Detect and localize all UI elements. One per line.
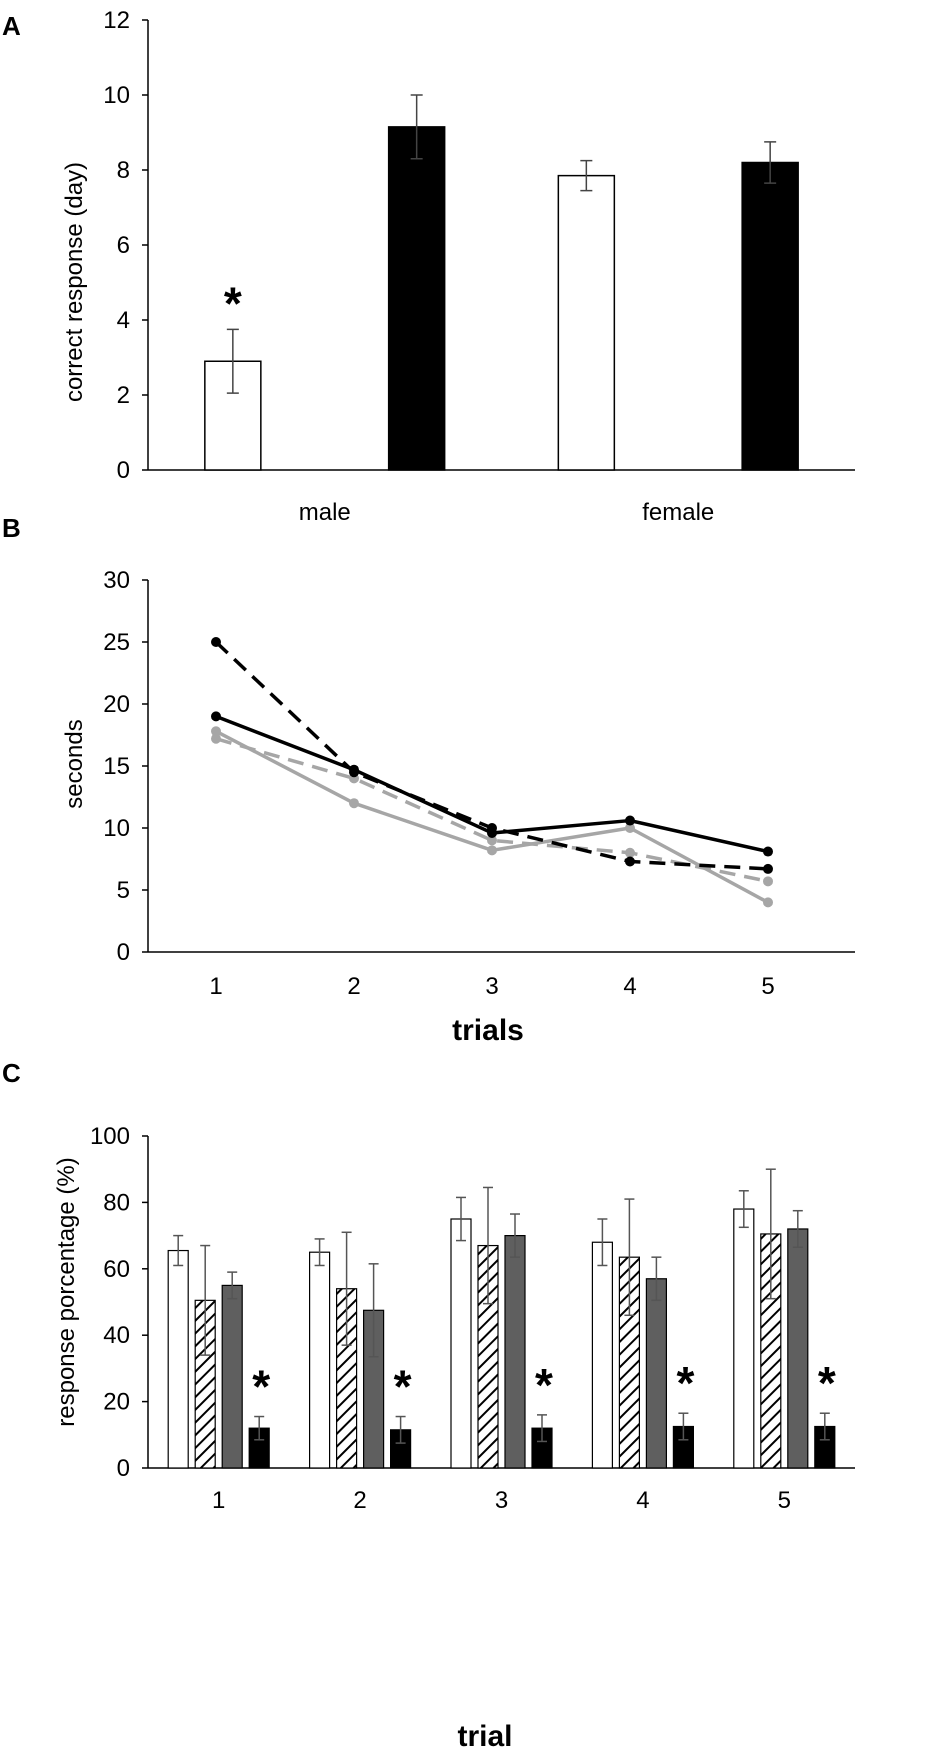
y-tick-label: 4 — [117, 307, 130, 334]
bar-gray — [787, 1228, 809, 1469]
series-line-gray-dashed — [215, 737, 769, 884]
data-point-gray-dashed — [487, 835, 497, 846]
data-point-black-solid — [487, 827, 497, 838]
y-tick-label: 10 — [103, 815, 130, 842]
y-tick-label: 12 — [103, 7, 130, 34]
y-tick-label: 15 — [103, 753, 130, 780]
data-point-gray-solid — [349, 798, 359, 809]
data-point-gray-dashed — [625, 847, 635, 858]
x-category-label: 5 — [778, 1487, 791, 1514]
x-tick-label: 3 — [485, 973, 498, 1000]
bar-white — [167, 1249, 189, 1469]
y-tick-label: 25 — [103, 629, 130, 656]
panel-b-ylabel: seconds — [61, 719, 88, 808]
y-tick-label: 80 — [103, 1189, 130, 1216]
data-point-gray-dashed — [211, 733, 221, 744]
data-point-black-dashed — [211, 637, 221, 647]
data-point-black-solid — [211, 711, 221, 722]
y-tick-label: 10 — [103, 82, 130, 109]
panel-c-marks: * * * * * — [167, 1168, 836, 1469]
data-point-gray-solid — [625, 823, 635, 833]
bar-white — [450, 1218, 472, 1469]
y-tick-label: 20 — [103, 1389, 130, 1416]
panel-b-marks — [211, 637, 773, 908]
y-tick-label: 8 — [117, 157, 130, 184]
panel-b-axes: 0 5 10 15 20 25 30 1 2 3 4 5 — [103, 567, 855, 1000]
y-tick-label: 100 — [90, 1123, 130, 1150]
series-line-gray-solid — [215, 729, 769, 904]
panel-b-xlabel: trials — [452, 1014, 524, 1047]
bar-white — [309, 1251, 331, 1469]
significance-star: * — [818, 1357, 836, 1409]
bar-white — [733, 1208, 755, 1469]
data-point-gray-dashed — [763, 876, 773, 887]
bar-black — [741, 161, 799, 471]
y-tick-label: 40 — [103, 1322, 130, 1349]
panel-c-letter: C — [2, 1058, 21, 1088]
bar-gray — [221, 1284, 243, 1469]
data-point-black-solid — [763, 846, 773, 857]
data-point-black-dashed — [763, 863, 773, 874]
panel-c-ylabel: response porcentage (%) — [53, 1157, 80, 1426]
bar-gray — [504, 1234, 526, 1469]
panel-c: C response porcentage (%) trial 0 20 40 60 8… — [2, 1058, 855, 1753]
panel-a-marks: * — [204, 94, 799, 471]
x-category-label: 4 — [636, 1487, 649, 1514]
bar-gray — [645, 1278, 668, 1469]
bar-white — [557, 174, 616, 471]
data-point-gray-solid — [211, 726, 221, 737]
panel-b-letter: B — [2, 513, 21, 543]
bar-black — [387, 126, 446, 471]
panel-a: A correct response (day) 0 2 4 6 8 10 12 male fe… — [2, 7, 855, 526]
x-category-label: 2 — [353, 1487, 366, 1514]
panel-a-letter: A — [2, 11, 21, 41]
y-tick-label: 0 — [117, 939, 130, 966]
panel-a-axes: 0 2 4 6 8 10 12 male female — [103, 7, 855, 526]
bar-white — [591, 1241, 614, 1469]
y-tick-label: 5 — [117, 877, 130, 904]
y-tick-label: 0 — [117, 457, 130, 484]
panel-c-xlabel: trial — [457, 1720, 512, 1753]
x-tick-label: 5 — [761, 973, 774, 1000]
significance-star: * — [224, 277, 242, 329]
x-category-label: female — [642, 499, 714, 526]
x-tick-label: 2 — [347, 973, 360, 1000]
x-category-label: male — [299, 499, 351, 526]
panel-a-ylabel: correct response (day) — [61, 162, 88, 402]
data-point-gray-solid — [487, 845, 497, 856]
y-tick-label: 0 — [117, 1455, 130, 1482]
panel-b: B seconds trials 0 5 10 15 20 25 30 1 2 3 4 5 — [2, 513, 855, 1047]
y-tick-label: 30 — [103, 567, 130, 594]
x-category-label: 3 — [495, 1487, 508, 1514]
y-tick-label: 20 — [103, 691, 130, 718]
data-point-black-solid — [625, 815, 635, 826]
x-tick-label: 1 — [209, 973, 222, 1000]
significance-star: * — [252, 1361, 270, 1413]
data-point-black-solid — [349, 764, 359, 775]
significance-star: * — [676, 1357, 694, 1409]
data-point-gray-solid — [763, 897, 773, 908]
y-tick-label: 60 — [103, 1256, 130, 1283]
y-tick-label: 2 — [117, 382, 130, 409]
x-tick-label: 4 — [623, 973, 636, 1000]
y-tick-label: 6 — [117, 232, 130, 259]
x-category-label: 1 — [212, 1487, 225, 1514]
data-point-black-dashed — [625, 856, 635, 867]
panel-c-axes: 0 20 40 60 80 100 1 2 3 4 5 — [90, 1123, 855, 1514]
significance-star: * — [535, 1359, 553, 1411]
significance-star: * — [394, 1361, 412, 1413]
